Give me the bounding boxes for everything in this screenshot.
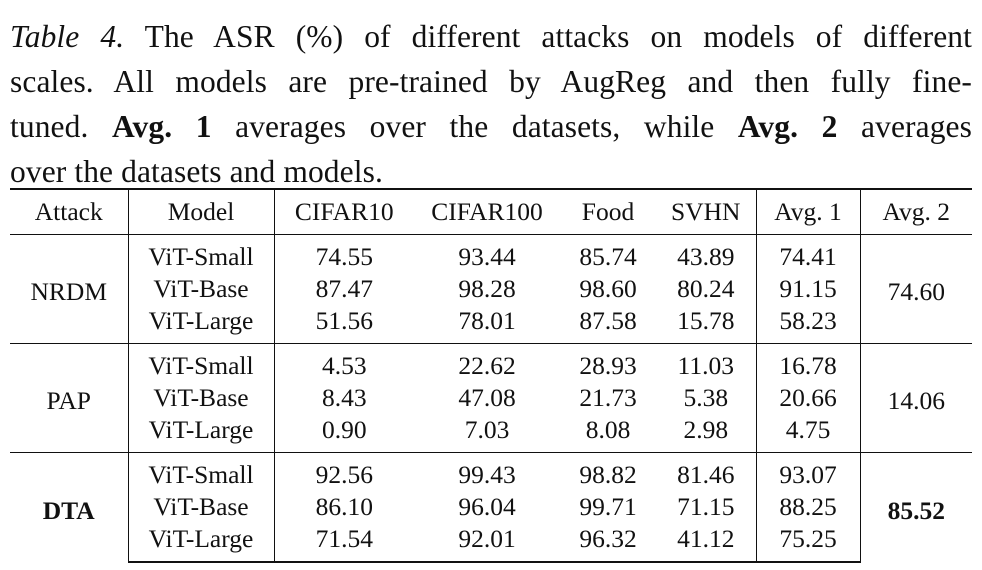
avg2-cell: 14.06 [860,343,972,453]
table-row: NRDM ViT-Small 74.55 93.44 85.74 43.89 7… [10,234,972,344]
avg1-cell: 4.75 [756,414,861,453]
header-attack: Attack [10,189,129,235]
avg2-cell: 74.60 [887,277,945,306]
table-caption: Table 4. The ASR (%) of different attack… [10,14,972,194]
caption-line-4: over the datasets and models. [10,154,383,189]
table-row: PAP ViT-Small 4.53 22.62 28.93 11.03 16.… [10,343,972,453]
svhn-cell: 71.15 [656,491,757,523]
cifar100-cell: 96.04 [458,492,516,521]
caption-line-3: tuned. Avg. 1 averages over the datasets… [10,109,972,144]
avg1-cell: 74.41 [756,234,861,273]
attack-cell: DTA [10,452,129,562]
caption-line-1: Table 4. The ASR (%) of different attack… [10,19,973,54]
table-row: ViT-Large 0.90 7.03 8.08 2.98 4.75 [10,414,972,453]
avg1-cell: 58.23 [756,305,861,344]
food-cell: 85.74 [579,242,637,271]
model-cell: ViT-Large [128,414,275,453]
cifar10-cell: 8.43 [321,383,367,412]
attack-cell: NRDM [10,234,129,344]
cifar10-cell: 92.56 [274,452,414,491]
svhn-cell: 15.78 [656,305,757,344]
svhn-cell: 81.46 [656,452,757,491]
model-cell: ViT-Small [128,343,275,382]
model-cell: ViT-Base [128,382,275,414]
food-cell: 87.58 [579,306,637,335]
cifar100-cell: 99.43 [414,452,560,491]
cifar100-cell: 92.01 [414,523,560,563]
cifar100-cell: 7.03 [464,415,510,444]
cifar100-cell: 93.44 [458,242,516,271]
caption-label: Table 4. [10,19,125,54]
cifar100-cell: 78.01 [458,306,516,335]
avg2-cell: 85.52 [860,452,972,562]
model-cell: ViT-Large [128,523,275,563]
food-cell: 8.08 [585,415,631,444]
header-cifar10: CIFAR10 [274,189,414,235]
avg1-cell: 88.25 [756,491,861,523]
caption-line-2: scales. All models are pre-trained by Au… [10,64,972,99]
avg1-cell: 93.07 [756,452,861,491]
header-food: Food [560,189,656,235]
table-row: ViT-Large 71.54 92.01 96.32 41.12 75.25 [10,523,972,563]
model-cell: ViT-Small [128,452,275,491]
model-cell: ViT-Base [128,273,275,305]
table-row: ViT-Base 8.43 47.08 21.73 5.38 20.66 [10,382,972,414]
table-row: ViT-Base 87.47 98.28 98.60 80.24 91.15 [10,273,972,305]
food-cell: 99.71 [579,492,637,521]
cifar10-cell: 87.47 [315,274,373,303]
cifar100-cell: 98.28 [458,274,516,303]
model-cell: ViT-Base [128,491,275,523]
avg1-cell: 16.78 [756,343,861,382]
food-cell: 21.73 [579,383,637,412]
svhn-cell: 5.38 [656,382,757,414]
header-svhn: SVHN [656,189,757,235]
results-table-wrapper: Attack Model CIFAR10 CIFAR100 Food SVHN … [10,188,972,563]
header-avg1: Avg. 1 [756,189,861,235]
table-row: ViT-Base 86.10 96.04 99.71 71.15 88.25 [10,491,972,523]
table-row: DTA ViT-Small 92.56 99.43 98.82 81.46 93… [10,452,972,562]
cifar10-cell: 71.54 [274,523,414,563]
avg1-cell: 91.15 [756,273,861,305]
svhn-cell: 2.98 [656,414,757,453]
svhn-cell: 41.12 [656,523,757,563]
header-model: Model [128,189,275,235]
model-cell: ViT-Large [128,305,275,344]
svhn-cell: 11.03 [656,343,757,382]
food-cell: 28.93 [560,343,656,382]
attack-group-pap: PAP ViT-Small 4.53 22.62 28.93 11.03 16.… [10,343,972,453]
svhn-cell: 80.24 [656,273,757,305]
cifar10-cell: 0.90 [321,415,367,444]
food-cell: 98.82 [560,452,656,491]
attack-cell: PAP [10,343,129,453]
food-cell: 96.32 [560,523,656,563]
model-cell: ViT-Small [128,234,275,273]
attack-group-dta: DTA ViT-Small 92.56 99.43 98.82 81.46 93… [10,452,972,563]
cifar100-cell: 47.08 [458,383,516,412]
avg1-cell: 75.25 [756,523,861,563]
header-cifar100: CIFAR100 [414,189,560,235]
table-row: ViT-Large 51.56 78.01 87.58 15.78 58.23 [10,305,972,344]
header-row: Attack Model CIFAR10 CIFAR100 Food SVHN … [10,189,972,235]
svhn-cell: 43.89 [656,234,757,273]
cifar10-cell: 74.55 [315,242,373,271]
cifar100-cell: 22.62 [414,343,560,382]
food-cell: 98.60 [579,274,637,303]
attack-group-nrdm: NRDM ViT-Small 74.55 93.44 85.74 43.89 7… [10,234,972,344]
cifar10-cell: 86.10 [315,492,373,521]
cifar10-cell: 51.56 [315,306,373,335]
header-avg2: Avg. 2 [860,189,972,235]
results-table: Attack Model CIFAR10 CIFAR100 Food SVHN … [10,188,972,563]
cifar10-cell: 4.53 [274,343,414,382]
avg1-cell: 20.66 [756,382,861,414]
